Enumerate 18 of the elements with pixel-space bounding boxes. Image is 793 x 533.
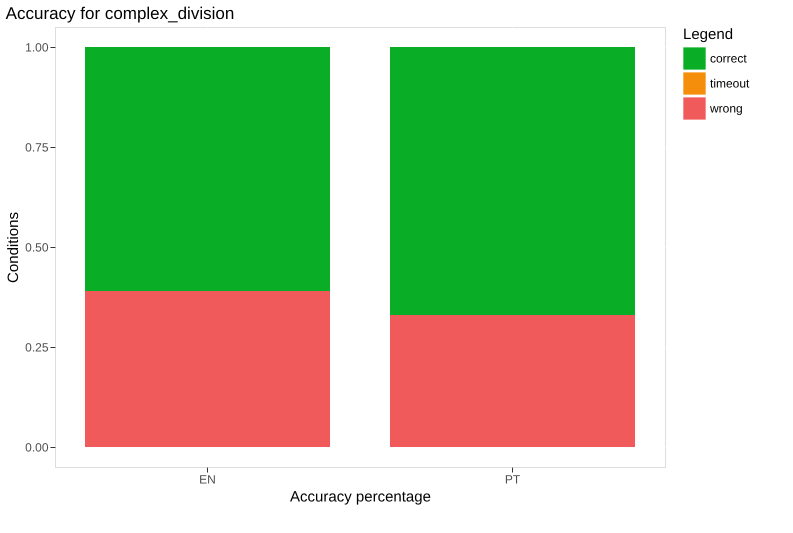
bar (85, 47, 330, 291)
y-tick-label: 0.50 (25, 240, 49, 254)
legend-label: timeout (710, 76, 750, 90)
legend-title: Legend (683, 26, 734, 43)
x-tick-label: PT (504, 472, 521, 486)
y-axis-title: Conditions (5, 212, 22, 283)
bar (390, 315, 635, 447)
x-tick-label: EN (199, 472, 216, 486)
x-axis-title: Accuracy percentage (290, 488, 431, 506)
y-tick-label: 0.00 (25, 440, 49, 454)
y-tick-label: 0.75 (25, 140, 49, 154)
chart-title: Accuracy for complex_division (6, 4, 234, 23)
y-tick-label: 1.00 (25, 40, 49, 54)
y-tick-label: 0.25 (25, 340, 49, 354)
legend-label: correct (710, 52, 748, 66)
bar (390, 47, 635, 315)
legend-label: wrong (709, 102, 743, 116)
bar (85, 291, 330, 447)
